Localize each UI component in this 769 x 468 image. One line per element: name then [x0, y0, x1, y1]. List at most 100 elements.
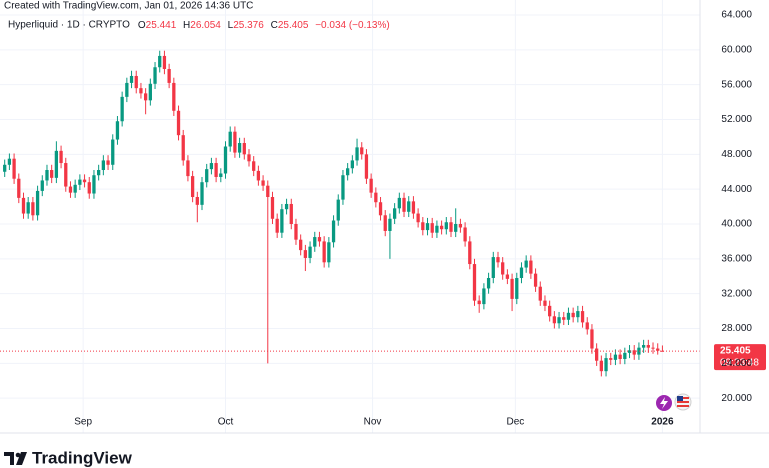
candle-body [17, 178, 21, 198]
candle-body [143, 93, 148, 101]
candle-body [383, 215, 387, 231]
legend-key: C [271, 20, 278, 31]
x-tick-label: Oct [218, 417, 234, 428]
candle-body [576, 311, 580, 318]
candle-body [369, 178, 373, 193]
candle-body [247, 154, 251, 162]
candle-body [299, 239, 303, 251]
candle-body [529, 260, 533, 274]
candle-body [515, 277, 519, 299]
candle-body [106, 160, 110, 165]
candle-body [651, 347, 655, 349]
candle-body [425, 223, 430, 231]
candle-body [477, 300, 481, 305]
candle-body [458, 224, 463, 228]
candle-body [78, 179, 82, 185]
candle-body [486, 277, 491, 289]
candle-body [101, 160, 105, 171]
candle-body [200, 182, 204, 205]
candle-body [660, 350, 665, 352]
candle-body [45, 170, 49, 181]
brand-name: TradingView [32, 448, 133, 467]
candle-body [162, 55, 167, 69]
candle-body [463, 227, 467, 242]
flag-canton [677, 396, 683, 401]
candle-body [327, 242, 331, 263]
candle-body [646, 345, 650, 348]
candle-body [656, 348, 660, 351]
candle-body [289, 203, 293, 224]
y-tick-label: 32.000 [721, 288, 752, 299]
candle-body [280, 209, 284, 233]
candle-body [172, 82, 176, 111]
candle-body [73, 184, 77, 193]
candle-body [26, 202, 30, 214]
legend-key: O [138, 20, 146, 31]
candle-body [313, 237, 317, 247]
candle-body [613, 354, 618, 360]
candle-body [491, 257, 495, 278]
candle-body [548, 305, 552, 317]
candle-body [153, 67, 157, 84]
candle-body [411, 201, 416, 214]
legend: Hyperliquid · 1D · CRYPTO O25.441 H26.05… [8, 20, 390, 31]
candle-body [562, 317, 566, 320]
candle-body [139, 88, 143, 94]
candle-body [256, 170, 261, 181]
candle-body [317, 237, 322, 242]
candle-body [505, 274, 510, 279]
candle-body [538, 286, 542, 301]
candle-body [468, 241, 472, 265]
candle-body [92, 175, 96, 194]
candle-body [524, 260, 528, 268]
legend-close: 25.405 [278, 20, 309, 31]
candle-body [50, 170, 54, 178]
candle-body [261, 180, 265, 186]
last-price-label: 25.405 [720, 346, 751, 357]
candle-body [519, 267, 524, 278]
candle-body [21, 197, 26, 214]
candle-body [374, 192, 378, 203]
candle-body [449, 222, 453, 232]
candle-body [223, 146, 228, 174]
legend-key: H [183, 20, 190, 31]
candle-body [472, 264, 477, 301]
y-tick-label: 44.000 [721, 184, 752, 195]
candle-body [115, 121, 120, 140]
candle-body [407, 201, 411, 212]
candle-body [590, 329, 594, 349]
candle-body [167, 68, 171, 83]
candle-body [392, 208, 397, 219]
candle-body [275, 218, 279, 233]
candle-body [214, 163, 218, 177]
candle-body [111, 139, 115, 165]
watermark: Created with TradingView.com, Jan 01, 20… [4, 1, 253, 12]
candle-body [148, 83, 152, 101]
candle-body [125, 82, 129, 97]
candle-body [355, 147, 359, 161]
candle-body [552, 316, 557, 324]
y-tick-label: 36.000 [721, 253, 752, 264]
candle-body [97, 170, 101, 176]
candle-body [219, 173, 223, 177]
y-tick-label: 56.000 [721, 79, 752, 90]
candle-body [397, 197, 401, 209]
candle-body [242, 143, 246, 155]
candle-body [496, 257, 500, 263]
candle-body [641, 345, 646, 348]
candle-body [430, 223, 434, 233]
candle-body [205, 169, 209, 183]
brand-logo-part [16, 452, 27, 465]
candle-body [435, 225, 439, 233]
candle-body [190, 176, 195, 198]
candle-body [233, 131, 237, 153]
candle-body [181, 135, 185, 161]
candle-body [59, 150, 63, 164]
grid [0, 0, 700, 433]
x-tick-label: 2026 [651, 417, 674, 428]
lightning-glyph [660, 397, 668, 409]
candle-body [134, 75, 138, 89]
candle-body [341, 175, 345, 200]
